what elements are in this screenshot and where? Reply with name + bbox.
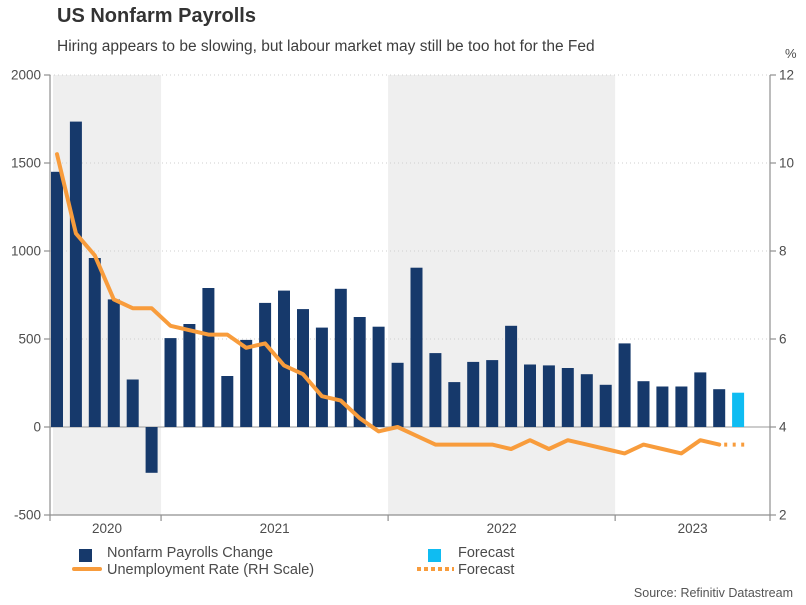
payrolls-bar [202,288,215,427]
payrolls-bar [599,384,612,427]
year-band-2020 [53,75,162,515]
legend-label-forecast-bar: Forecast [458,545,515,561]
legend-swatch-unemployment-line [72,567,102,571]
x-axis-year-label: 2020 [92,521,122,536]
payrolls-bar [713,389,726,427]
right-axis-label: 10 [779,156,794,171]
payrolls-bar [126,379,139,427]
payrolls-bar [297,309,309,427]
payrolls-bar [278,290,290,427]
payrolls-bar [221,376,234,427]
payrolls-bar [580,374,593,427]
legend-swatch-forecast-bar [428,549,441,562]
source-credit: Source: Refinitiv Datastream [633,586,793,600]
legend-label-forecast-line: Forecast [458,562,515,578]
left-axis-label: 2000 [11,68,41,83]
payrolls-bar [51,171,63,427]
payrolls-bar [524,364,536,427]
left-axis-label: 0 [33,420,41,435]
axis-frame [49,75,771,516]
payrolls-bar [505,325,518,427]
payrolls-bar [542,365,555,427]
right-axis-label: 4 [779,420,787,435]
payrolls-bar [145,427,158,473]
page-title: US Nonfarm Payrolls [57,5,256,27]
legend-swatch-payrolls [79,549,92,562]
payrolls-bar [561,368,574,427]
payrolls-bar [164,338,177,427]
left-axis-label: 1000 [11,244,41,259]
payrolls-bar [372,326,385,427]
x-axis-year-label: 2023 [678,521,708,536]
forecast-bar [732,392,745,427]
payrolls-bar [618,343,631,427]
legend-swatch-forecast-line [417,567,454,571]
payrolls-bar [88,258,101,427]
payrolls-bar [69,121,82,427]
payrolls-bar [353,317,366,427]
payrolls-bar [429,353,442,427]
payrolls-bar [107,299,120,427]
payrolls-bar [637,381,650,427]
payrolls-bar [694,372,707,427]
payrolls-bar [391,362,404,427]
payrolls-bar [675,386,688,427]
x-axis-year-label: 2021 [260,521,290,536]
payrolls-bar [410,267,423,427]
right-axis-label: 6 [779,332,787,347]
payrolls-bar [315,327,328,427]
payrolls-bar [240,339,253,427]
payrolls-bar [486,360,499,427]
payrolls-bar [467,361,480,427]
unemployment-line [55,152,722,456]
right-axis-unit-label: % [785,46,797,61]
left-axis-label: 1500 [11,156,41,171]
payrolls-bar [448,382,461,427]
right-axis-label: 12 [779,68,794,83]
x-axis-year-label: 2022 [487,521,517,536]
payrolls-bar [656,386,669,427]
right-axis-label: 2 [779,508,787,523]
left-axis-label: 500 [18,332,41,347]
payrolls-bar [259,302,272,427]
payrolls-bar [183,324,196,427]
left-axis-label: -500 [14,508,41,523]
legend-label-payrolls: Nonfarm Payrolls Change [107,545,274,561]
legend-label-unemployment: Unemployment Rate (RH Scale) [107,562,315,578]
payrolls-bar [334,288,347,427]
right-axis-label: 8 [779,244,787,259]
chart-subtitle: Hiring appears to be slowing, but labour… [57,38,595,55]
